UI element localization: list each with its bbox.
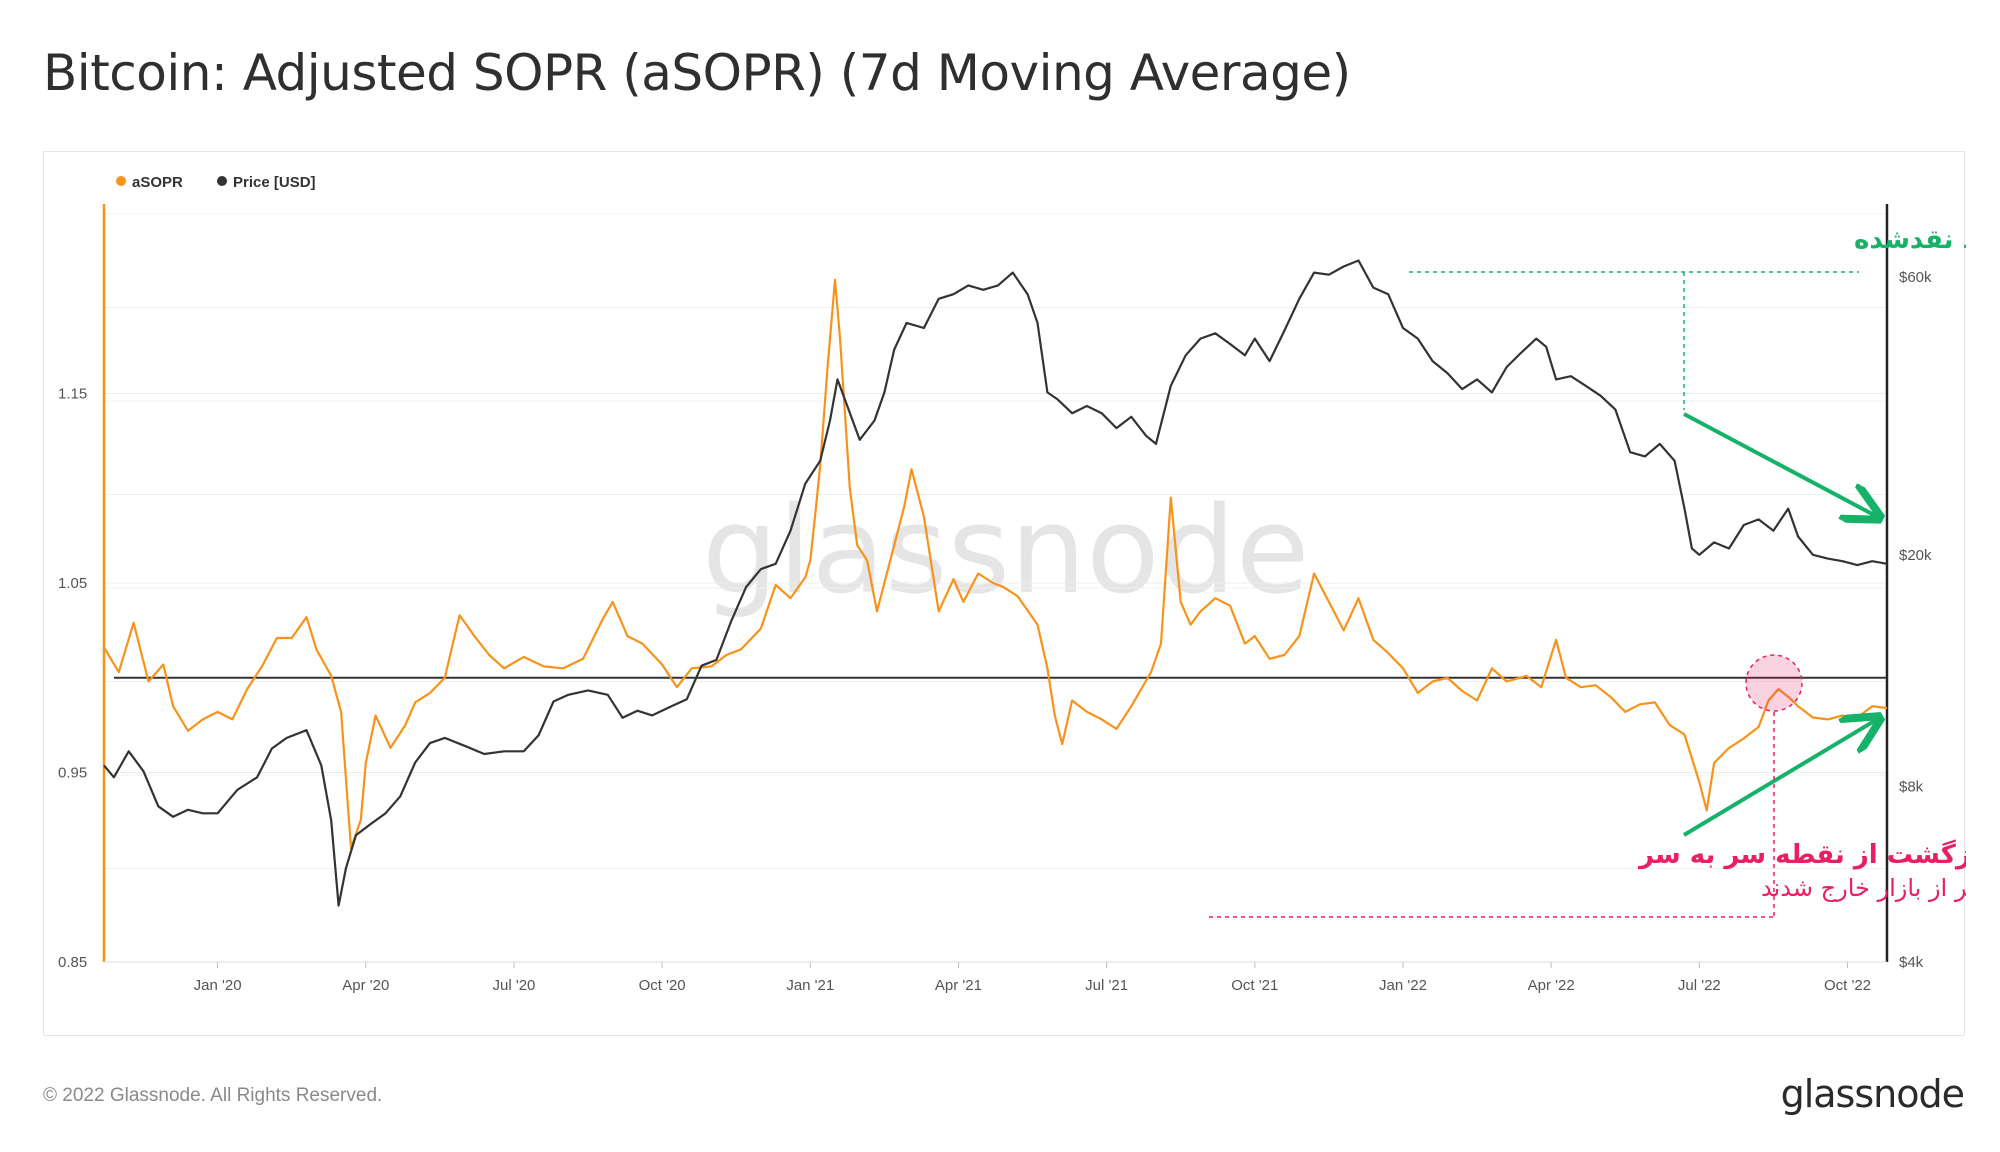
legend-price-swatch [217, 176, 227, 186]
y-left-tick-label: 1.15 [58, 386, 87, 403]
x-tick-label: Jul '20 [492, 977, 535, 994]
y-right-tick-label: $20k [1899, 547, 1932, 564]
x-tick-label: Oct '20 [639, 977, 686, 994]
legend: aSOPR Price [USD] [116, 174, 316, 191]
x-tick-label: Apr '22 [1528, 977, 1575, 994]
x-tick-label: Apr '20 [342, 977, 389, 994]
y-left-tick-label: 0.95 [58, 765, 87, 782]
chart-title: Bitcoin: Adjusted SOPR (aSOPR) (7d Movin… [43, 44, 1351, 102]
annotation-divergence-title: واگرایی میان قیمت و سود نقدشده [1854, 224, 1966, 255]
legend-asopr-label[interactable]: aSOPR [132, 174, 183, 191]
x-tick-label: Oct '22 [1824, 977, 1871, 994]
asopr-line [103, 278, 1888, 850]
copyright-text: © 2022 Glassnode. All Rights Reserved. [43, 1085, 383, 1106]
chart-frame: aSOPR Price [USD] glassnode 0.85 0.95 1.05… [43, 151, 1966, 1036]
axes: 0.85 0.95 1.05 1.15 $4k $8k $20k $60k Jan '20 Apr… [58, 204, 1932, 994]
x-tick-label: Jan '22 [1379, 977, 1427, 994]
annotation-divergence: واگرایی میان قیمت و سود نقدشده [1409, 224, 1966, 837]
x-tick-label: Jul '21 [1085, 977, 1128, 994]
divergence-arrow-top [1683, 412, 1876, 516]
x-tick-label: Oct '21 [1231, 977, 1278, 994]
legend-asopr-swatch [116, 176, 126, 186]
annotation-breakeven-title: بازگشت از نقطه سر به سر [1637, 839, 1966, 870]
breakeven-highlight-circle [1745, 654, 1803, 712]
y-right-tick-label: $60k [1899, 269, 1932, 286]
chart-svg: aSOPR Price [USD] glassnode 0.85 0.95 1.05… [58, 174, 1966, 994]
y-right-tick-label: $8k [1899, 779, 1924, 796]
x-tick-label: Apr '21 [935, 977, 982, 994]
y-left-tick-label: 0.85 [58, 954, 87, 971]
glassnode-logo[interactable]: glassnode [1780, 1072, 1965, 1116]
series-layer [103, 259, 1888, 907]
x-tick-label: Jan '20 [194, 977, 242, 994]
divergence-arrow-bottom [1682, 720, 1876, 837]
x-tick-label: Jan '21 [786, 977, 834, 994]
y-left-tick-label: 1.05 [58, 575, 87, 592]
x-tick-label: Jul '22 [1678, 977, 1721, 994]
annotation-breakeven: بازگشت از نقطه سر به سر سرمایه گذاران در… [1209, 654, 1966, 918]
y-right-tick-label: $4k [1899, 954, 1924, 971]
price-line [103, 259, 1888, 907]
gridlines [104, 213, 1887, 963]
chart-watermark: glassnode [702, 482, 1310, 621]
legend-price-label[interactable]: Price [USD] [233, 174, 316, 191]
